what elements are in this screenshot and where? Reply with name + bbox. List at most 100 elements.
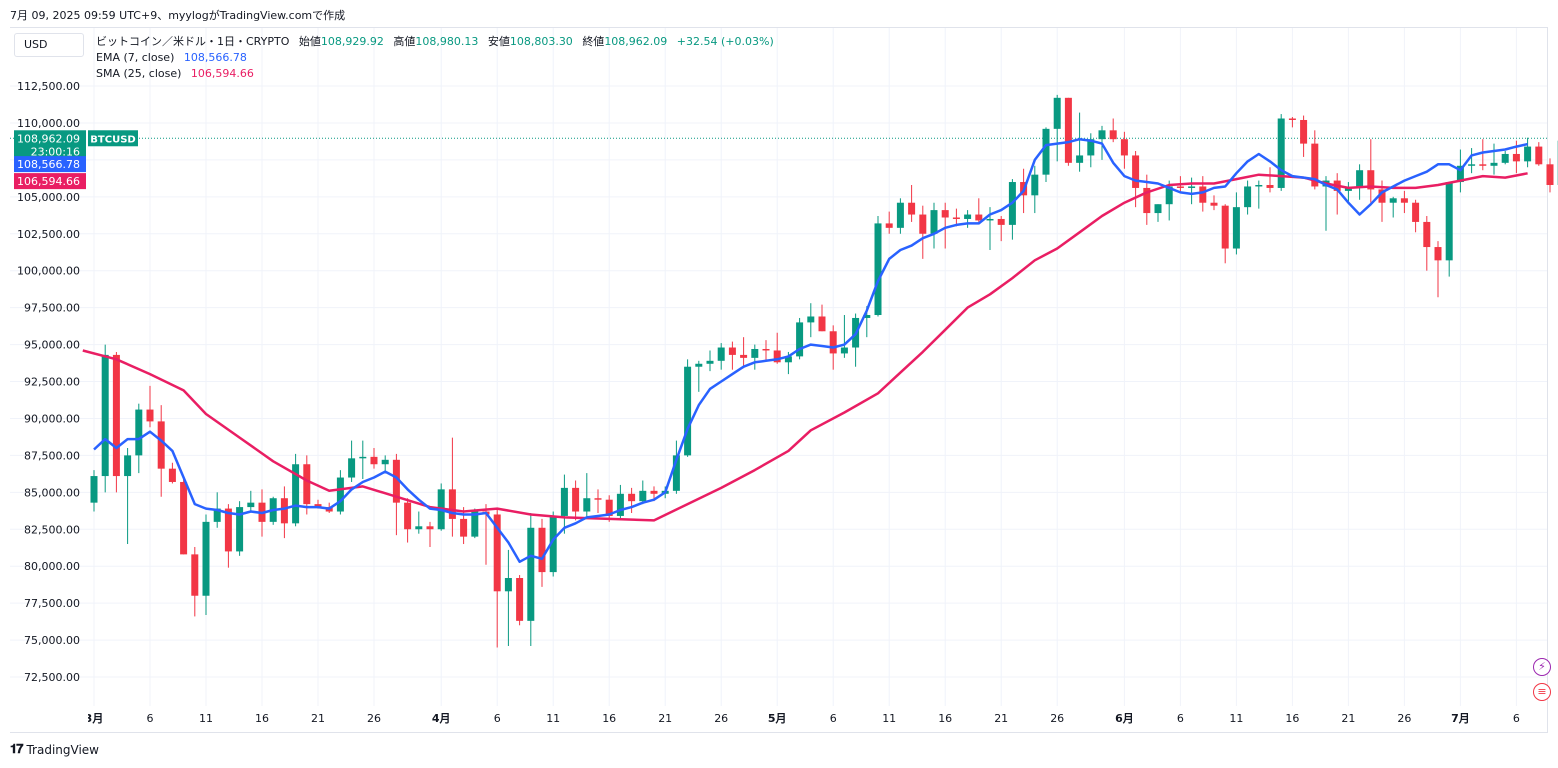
y-tick-label: 75,000.00: [24, 634, 80, 647]
x-tick-label: 11: [199, 712, 213, 725]
x-tick-label: 11: [546, 712, 560, 725]
candle-body: [941, 210, 949, 218]
candle-body: [1076, 155, 1084, 163]
candle-body: [1479, 164, 1487, 166]
x-tick-label: 16: [1285, 712, 1299, 725]
tradingview-logo-icon: 𝟏𝟕: [10, 742, 24, 757]
x-tick-label: 26: [1050, 712, 1064, 725]
x-tick-label: 6: [147, 712, 154, 725]
candle-body: [1423, 221, 1431, 248]
candle-body: [112, 354, 120, 477]
x-tick-label: 5月: [768, 712, 787, 725]
candle-body: [863, 315, 871, 318]
candle-body: [740, 354, 748, 358]
candle-body: [728, 347, 736, 355]
x-tick-label: 21: [311, 712, 325, 725]
candle-body: [460, 518, 468, 537]
calendar-flag-icon[interactable]: ≡: [1533, 683, 1551, 701]
y-tick-label: 112,500.00: [17, 80, 80, 93]
low-value: 108,803.30: [509, 35, 573, 48]
candle-body: [616, 493, 624, 516]
x-tick-label: 6: [494, 712, 501, 725]
candle-body: [336, 477, 344, 512]
y-tick-label: 80,000.00: [24, 560, 80, 573]
candle-body: [1221, 205, 1229, 249]
x-tick-label: 21: [658, 712, 672, 725]
sma-row[interactable]: SMA (25, close) 106,594.66: [96, 66, 780, 82]
candle-body: [1120, 139, 1128, 156]
candle-body: [986, 218, 994, 221]
candle-body: [930, 210, 938, 234]
candle-body: [280, 498, 288, 524]
candle-body: [751, 348, 759, 358]
candle-body: [1098, 130, 1106, 140]
y-tick-label: 97,500.00: [24, 302, 80, 315]
candle-body: [583, 498, 591, 512]
ema-label: EMA (7, close): [96, 51, 175, 64]
candle-body: [527, 527, 535, 621]
x-tick-label: 26: [367, 712, 381, 725]
lightning-icon[interactable]: ⚡: [1533, 658, 1551, 676]
x-tick-label: 7月: [1451, 712, 1470, 725]
high-label: 高値: [393, 35, 416, 48]
y-tick-label: 100,000.00: [17, 265, 80, 278]
candle-body: [1132, 155, 1140, 188]
y-tick-label: 105,000.00: [17, 191, 80, 204]
tradingview-logo[interactable]: 𝟏𝟕 TradingView: [10, 742, 99, 757]
countdown-badge-value: 23:00:16: [31, 145, 80, 158]
y-tick-label: 95,000.00: [24, 339, 80, 352]
candle-body: [1232, 207, 1240, 249]
candle-body: [236, 507, 244, 552]
candle-body: [168, 468, 176, 482]
candle-body: [213, 508, 221, 522]
candle-body: [1087, 139, 1095, 156]
candle-body: [1434, 247, 1442, 261]
last-price-badge-value: 108,962.09: [17, 132, 80, 145]
candle-body: [639, 490, 647, 502]
x-tick-label: 26: [714, 712, 728, 725]
y-tick-label: 82,500.00: [24, 523, 80, 536]
candle-body: [157, 421, 165, 469]
ema-row[interactable]: EMA (7, close) 108,566.78: [96, 50, 780, 66]
candle-body: [1412, 202, 1420, 222]
candle-body: [684, 366, 692, 456]
y-tick-label: 87,500.00: [24, 449, 80, 462]
candle-body: [292, 464, 300, 524]
symbol-label[interactable]: ビットコイン／米ドル・1日・CRYPTO: [96, 35, 290, 48]
candle-body: [818, 316, 826, 332]
candle-body: [1288, 118, 1296, 120]
candle-body: [1176, 186, 1184, 188]
tradingview-brand: TradingView: [26, 742, 99, 757]
candle-body: [1210, 202, 1218, 206]
x-tick-label: 11: [1229, 712, 1243, 725]
candle-body: [1400, 198, 1408, 203]
x-tick-label: 16: [255, 712, 269, 725]
candle-body: [1356, 170, 1364, 188]
change-value: +32.54 (+0.03%): [676, 35, 774, 48]
candle-body: [1344, 187, 1352, 191]
sma-badge-value: 106,594.66: [17, 175, 80, 188]
candle-body: [1456, 165, 1464, 183]
candle-body: [840, 347, 848, 354]
candle-body: [1524, 146, 1532, 162]
y-tick-label: 77,500.00: [24, 597, 80, 610]
last-price-badge: [14, 130, 86, 160]
candle-body: [426, 526, 434, 530]
candle-body: [202, 521, 210, 596]
open-label: 始値: [298, 35, 321, 48]
y-tick-label: 92,500.00: [24, 376, 80, 389]
x-tick-label: 6月: [1115, 712, 1134, 725]
close-label: 終値: [582, 35, 605, 48]
candle-body: [672, 455, 680, 491]
candle-body: [1501, 153, 1509, 163]
candle-body: [124, 455, 132, 477]
y-tick-label: 110,000.00: [17, 117, 80, 130]
x-axis-mask: [0, 710, 88, 728]
candle-body: [975, 214, 983, 221]
x-tick-label: 21: [994, 712, 1008, 725]
candle-body: [1199, 186, 1207, 203]
currency-button[interactable]: USD: [14, 33, 84, 57]
candle-body: [1468, 164, 1476, 166]
candle-body: [572, 487, 580, 512]
